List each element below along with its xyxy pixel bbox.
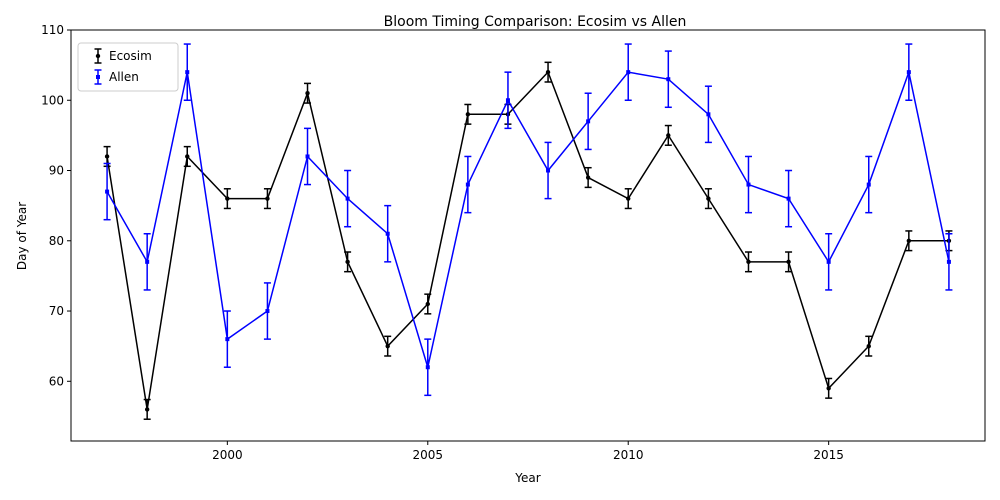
data-point bbox=[465, 112, 471, 117]
y-tick-label: 70 bbox=[49, 304, 64, 318]
data-point bbox=[144, 407, 150, 412]
data-point bbox=[305, 91, 310, 96]
data-point bbox=[626, 70, 631, 75]
data-point bbox=[465, 182, 470, 187]
x-tick-label: 2005 bbox=[413, 448, 444, 462]
legend-label: Ecosim bbox=[109, 49, 152, 63]
data-point bbox=[305, 154, 310, 159]
data-point bbox=[666, 133, 671, 138]
data-point bbox=[866, 182, 871, 187]
data-point bbox=[185, 70, 190, 75]
y-tick-label: 80 bbox=[49, 234, 64, 248]
data-point bbox=[906, 238, 912, 243]
y-axis-label: Day of Year bbox=[15, 202, 29, 270]
y-tick-label: 100 bbox=[41, 93, 64, 107]
x-tick-label: 2010 bbox=[613, 448, 644, 462]
legend-box bbox=[77, 42, 179, 92]
series-line bbox=[106, 70, 949, 410]
series-ecosim bbox=[103, 61, 953, 420]
data-point bbox=[425, 301, 430, 307]
data-point bbox=[265, 196, 270, 201]
data-point bbox=[826, 386, 831, 391]
data-point bbox=[706, 196, 711, 201]
data-point bbox=[746, 259, 751, 265]
data-point bbox=[225, 337, 230, 342]
y-tick-label: 110 bbox=[41, 23, 64, 37]
data-point bbox=[626, 196, 631, 201]
y-tick-label: 90 bbox=[49, 164, 64, 178]
data-point bbox=[706, 112, 711, 117]
legend-marker bbox=[96, 75, 100, 79]
data-point bbox=[786, 196, 791, 201]
data-point bbox=[946, 259, 951, 264]
data-point bbox=[586, 119, 591, 124]
data-point bbox=[225, 196, 230, 201]
data-point bbox=[746, 182, 751, 187]
data-point bbox=[145, 259, 150, 264]
axes-frame bbox=[70, 29, 986, 442]
data-point bbox=[546, 168, 551, 173]
data-point bbox=[666, 77, 671, 82]
data-point bbox=[185, 154, 190, 159]
x-tick-label: 2015 bbox=[813, 448, 844, 462]
legend: Ecosim Allen bbox=[77, 42, 179, 92]
data-point bbox=[105, 189, 110, 194]
series-line bbox=[106, 69, 950, 371]
x-tick-label: 2000 bbox=[212, 448, 243, 462]
data-point bbox=[866, 343, 871, 349]
x-axis-label: Year bbox=[514, 471, 540, 485]
data-point bbox=[385, 231, 390, 236]
data-point bbox=[826, 259, 831, 264]
data-point bbox=[585, 175, 591, 180]
data-point bbox=[104, 154, 110, 159]
data-point bbox=[906, 70, 911, 75]
legend-marker bbox=[95, 53, 101, 59]
data-point bbox=[505, 98, 510, 103]
series-allen bbox=[103, 43, 953, 397]
data-point bbox=[425, 365, 430, 370]
y-tick-label: 60 bbox=[49, 374, 64, 388]
chart-title: Bloom Timing Comparison: Ecosim vs Allen bbox=[384, 14, 687, 30]
data-point bbox=[545, 69, 551, 75]
data-point bbox=[345, 259, 350, 265]
legend-label: Allen bbox=[109, 70, 139, 84]
plot-area: 2000 2005 2010 2015 60 70 80 90 100 110 Ecosim Alle… bbox=[41, 23, 986, 462]
data-point bbox=[786, 259, 791, 265]
data-point bbox=[265, 309, 270, 314]
data-point bbox=[345, 196, 350, 201]
data-point bbox=[385, 343, 390, 349]
